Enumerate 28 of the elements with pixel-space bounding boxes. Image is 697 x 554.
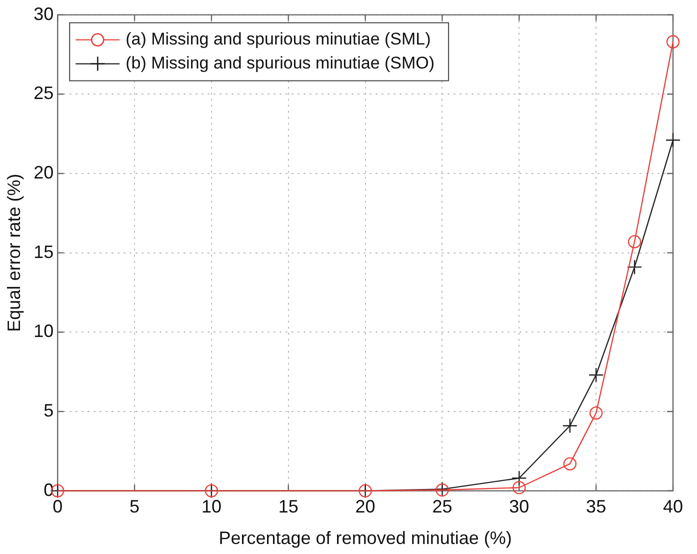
y-tick-label: 5: [44, 400, 54, 420]
point: [628, 235, 642, 248]
x-tick-label: 10: [201, 496, 222, 517]
y-tick-label: 20: [34, 162, 54, 182]
x-tick-label: 25: [432, 496, 452, 517]
point: [589, 406, 603, 420]
x-tick-label: 15: [278, 496, 298, 517]
x-tick-label: 35: [586, 496, 606, 517]
legend-label: (b) Missing and spurious minutiae (SMO): [126, 53, 435, 72]
point: [562, 418, 578, 434]
y-tick-label: 30: [34, 4, 54, 24]
y-axis-title: Equal error rate (%): [4, 174, 24, 332]
point: [588, 367, 604, 383]
point: [512, 481, 526, 494]
point: [563, 457, 577, 470]
x-axis-title: Percentage of removed minutiae (%): [218, 528, 512, 548]
point: [512, 470, 527, 486]
point: [626, 259, 642, 275]
x-tick-label: 40: [662, 496, 684, 517]
y-tick-label: 25: [34, 83, 54, 104]
y-tick-label: 15: [34, 242, 54, 262]
x-tick-label: 20: [355, 496, 376, 517]
y-tick-label: 10: [34, 321, 54, 342]
x-tick-label: 30: [509, 496, 530, 517]
x-tick-label: 5: [130, 496, 140, 517]
point: [665, 132, 681, 148]
point: [666, 35, 680, 48]
legend-label: (a) Missing and spurious minutiae (SML): [126, 29, 431, 48]
